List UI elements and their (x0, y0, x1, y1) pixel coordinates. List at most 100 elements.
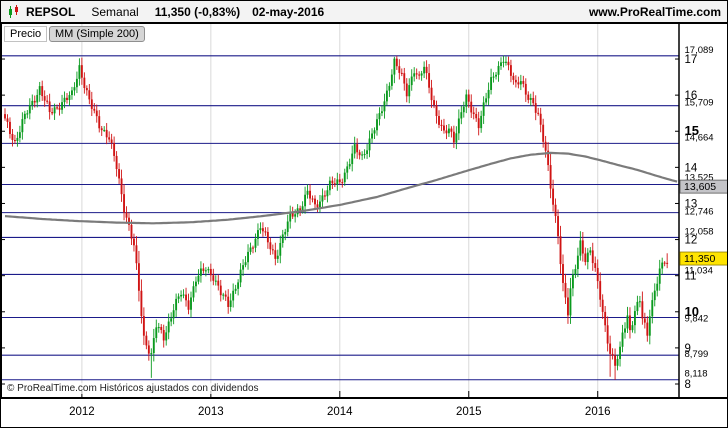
ma-value-text: 13,605 (684, 181, 716, 193)
candle-body (542, 124, 545, 142)
candle-body (455, 133, 458, 143)
candle-body (497, 65, 500, 75)
candle-body (333, 183, 336, 185)
candle-body (133, 238, 135, 246)
candle-body (606, 325, 609, 344)
chart-background (1, 24, 727, 397)
candle-body (23, 113, 26, 120)
candle-body (227, 296, 230, 307)
candle-body (274, 250, 277, 259)
candle-body (408, 85, 411, 97)
candle-body (495, 74, 497, 77)
candle-body (472, 112, 475, 115)
candle-body (361, 154, 364, 156)
candle-body (239, 269, 242, 283)
candle-body (629, 315, 631, 331)
last-price-box (679, 251, 727, 266)
price-pane-tab[interactable]: Precio (4, 26, 48, 42)
candle-body (341, 182, 344, 184)
candle-body (192, 286, 195, 298)
candle-body (532, 97, 535, 104)
candle-body (155, 327, 158, 339)
candle-body (103, 129, 106, 132)
candle-body (152, 338, 155, 354)
x-axis-year-strip: 2012 2013 2014 2015 2016 (1, 397, 727, 427)
candle-body (626, 315, 629, 329)
watermark-url: www.ProRealTime.com (588, 4, 721, 19)
candle-body (368, 138, 371, 151)
candle-body (187, 300, 190, 310)
candle-body (663, 262, 666, 264)
candle-body (564, 282, 567, 298)
candle-body (507, 61, 510, 66)
candle-body (420, 73, 423, 76)
year-label: 2012 (69, 406, 95, 418)
candle-body (562, 264, 564, 283)
candle-body (145, 335, 148, 346)
candle-body (182, 294, 185, 296)
candle-body (648, 316, 651, 336)
candle-body (614, 355, 617, 366)
candle-body (371, 133, 373, 139)
candle-body (108, 137, 111, 140)
candle-body (393, 58, 396, 75)
candle-body (547, 150, 550, 166)
candle-body (165, 332, 168, 341)
candle-body (624, 328, 626, 333)
candle-body (314, 198, 316, 205)
candle-body (465, 94, 468, 107)
candle-body (157, 327, 160, 329)
candle-body (271, 249, 274, 251)
candle-body (150, 353, 153, 355)
candle-body (435, 105, 438, 117)
candle-body (48, 101, 51, 113)
candle-body (4, 114, 6, 119)
candle-body (619, 346, 621, 359)
year-label: 2014 (327, 406, 353, 418)
candle-body (304, 194, 307, 207)
candle-body (128, 217, 130, 225)
moving-average-indicator-chip[interactable]: MM (Simple 200) (49, 26, 145, 42)
candle-body (58, 107, 61, 110)
candle-body (534, 103, 537, 113)
candle-body (567, 297, 569, 316)
candle-body (450, 128, 453, 132)
candle-body (43, 96, 46, 101)
level-price-label: 13,525 (685, 173, 714, 184)
candle-body (199, 268, 202, 276)
candle-body (16, 137, 19, 142)
candle-body (579, 240, 582, 256)
candle-body (259, 228, 262, 231)
level-price-label: 8,118 (685, 369, 708, 380)
candle-body (316, 204, 319, 208)
candle-body (319, 201, 321, 208)
candle-body (356, 144, 359, 153)
candle-body (120, 178, 123, 195)
candle-body (604, 311, 607, 326)
candle-body (631, 325, 634, 331)
candle-body (36, 94, 39, 103)
candle-body (95, 110, 98, 117)
price-chart-canvas[interactable]: 17 16 15 14 13 12 11 10 9 8 17,089 15,709 14,664 13,5… (1, 24, 728, 397)
candle-body (599, 281, 602, 300)
candle-body (93, 108, 96, 111)
candle-body (403, 73, 406, 84)
candle-body (487, 89, 490, 99)
candle-body (123, 194, 125, 213)
candle-body (175, 298, 178, 311)
candle-body (140, 290, 143, 317)
candle-body (167, 321, 170, 333)
candle-body (78, 65, 81, 79)
candle-body (363, 153, 366, 156)
candle-body (21, 119, 24, 133)
candle-body (254, 238, 257, 248)
candle-body (249, 247, 252, 252)
symbol-name: REPSOL (26, 4, 76, 19)
candle-body (554, 204, 557, 217)
candle-body (591, 250, 594, 264)
candle-body (410, 76, 413, 86)
candle-body (646, 322, 649, 336)
candle-body (611, 353, 614, 356)
candle-body (460, 112, 463, 119)
candle-body (13, 140, 16, 142)
